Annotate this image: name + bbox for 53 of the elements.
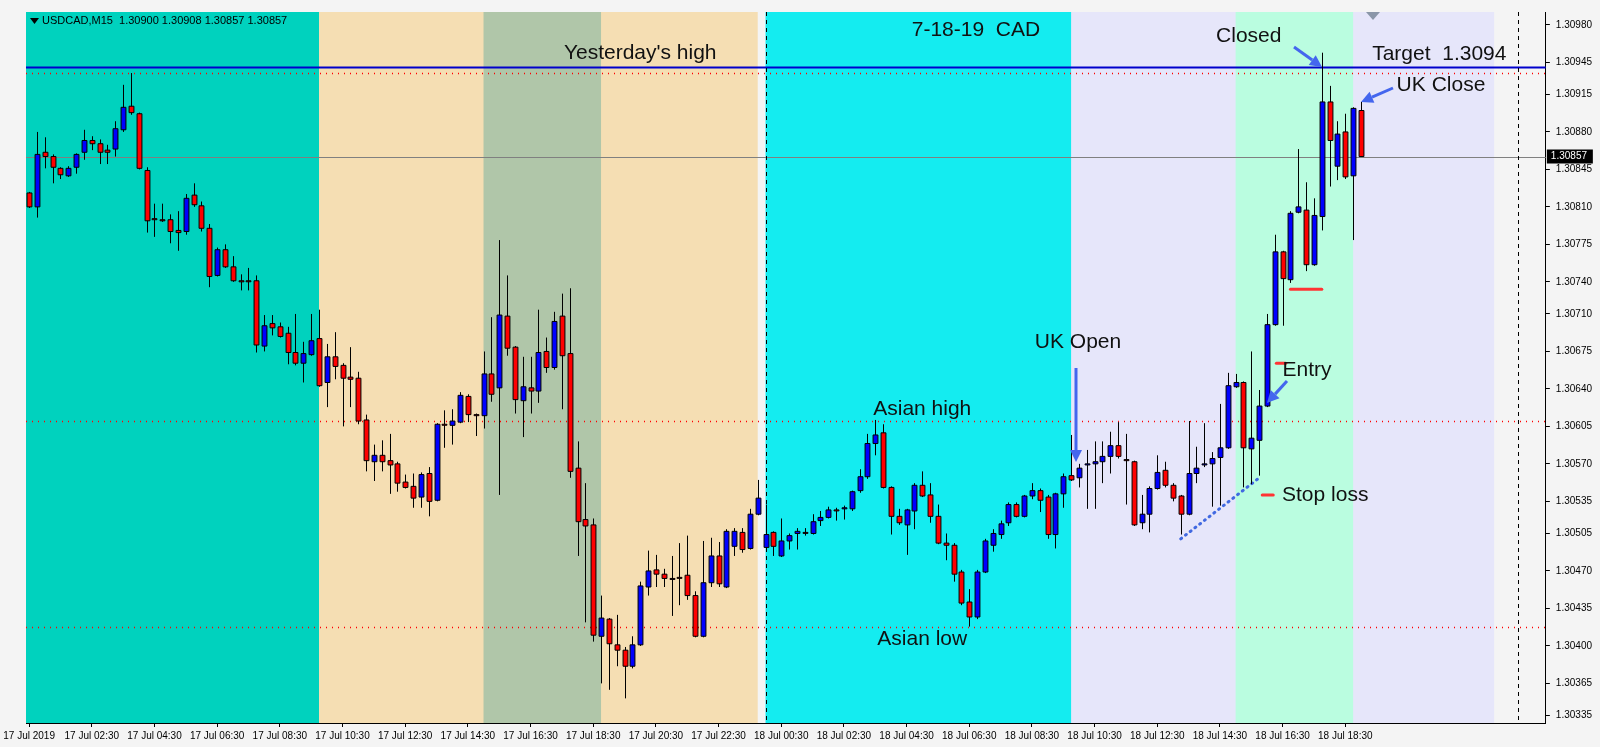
y-tick-label: 1.30470 [1555, 564, 1593, 576]
annotation: Entry [1282, 356, 1332, 380]
y-tick-label: 1.30945 [1555, 56, 1593, 68]
x-tick-label: 17 Jul 08:30 [252, 729, 308, 741]
annotation: Asian low [877, 626, 969, 650]
y-tick-label: 1.30675 [1555, 345, 1593, 357]
x-tick-label: 17 Jul 10:30 [315, 729, 371, 741]
y-tick-label: 1.30535 [1555, 495, 1593, 507]
y-tick-label: 1.30740 [1555, 275, 1593, 287]
y-tick-label: 1.30570 [1555, 457, 1593, 469]
ref-line-label: 1.30857 [1550, 150, 1588, 162]
annotation: UK Close [1396, 71, 1486, 95]
x-tick-label: 17 Jul 22:30 [691, 729, 747, 741]
x-tick-label: 18 Jul 16:30 [1255, 729, 1311, 741]
x-tick-label: 18 Jul 08:30 [1004, 729, 1060, 741]
chart-title: 7-18-19 CAD [911, 16, 1041, 40]
y-tick-label: 1.30710 [1555, 307, 1593, 319]
x-tick-label: 18 Jul 18:30 [1318, 729, 1373, 741]
x-tick-label: 17 Jul 14:30 [440, 729, 496, 741]
x-tick-label: 17 Jul 04:30 [127, 729, 183, 741]
y-tick-label: 1.30605 [1555, 420, 1593, 432]
y-tick-label: 1.30810 [1555, 200, 1593, 212]
x-tick-label: 17 Jul 06:30 [189, 729, 245, 741]
annotation: Closed [1216, 23, 1282, 47]
x-tick-label: 17 Jul 2019 [3, 729, 56, 741]
x-tick-label: 17 Jul 16:30 [503, 729, 559, 741]
y-tick-label: 1.30880 [1555, 125, 1593, 137]
annotation: Target 1.3094 [1372, 41, 1507, 65]
y-tick-label: 1.30400 [1555, 639, 1593, 651]
y-tick-label: 1.30980 [1555, 18, 1593, 30]
annotation: Yesterday's high [563, 40, 717, 64]
y-tick-label: 1.30435 [1555, 602, 1593, 614]
x-tick-label: 18 Jul 06:30 [942, 729, 997, 741]
y-tick-label: 1.30640 [1555, 382, 1593, 394]
x-tick-label: 17 Jul 02:30 [64, 729, 120, 741]
chart-subtitle: USDCAD,M15 1.30900 1.30908 1.30857 1.30857 [42, 14, 288, 27]
x-tick-label: 18 Jul 10:30 [1067, 729, 1123, 741]
y-tick-label: 1.30915 [1555, 88, 1593, 100]
x-tick-label: 17 Jul 20:30 [628, 729, 684, 741]
annotation: Stop loss [1282, 481, 1369, 505]
x-tick-label: 18 Jul 00:30 [753, 729, 809, 741]
x-tick-label: 18 Jul 14:30 [1192, 729, 1248, 741]
x-tick-label: 17 Jul 12:30 [377, 729, 433, 741]
x-tick-label: 18 Jul 02:30 [816, 729, 872, 741]
x-tick-label: 18 Jul 04:30 [879, 729, 935, 741]
y-tick-label: 1.30365 [1555, 677, 1593, 689]
y-tick-label: 1.30505 [1555, 527, 1593, 539]
y-tick-label: 1.30775 [1555, 238, 1593, 250]
y-tick-label: 1.30335 [1555, 709, 1593, 721]
y-tick-label: 1.30845 [1555, 163, 1593, 175]
x-tick-label: 17 Jul 18:30 [565, 729, 621, 741]
x-tick-label: 18 Jul 12:30 [1130, 729, 1185, 741]
annotation: Asian high [873, 395, 972, 419]
